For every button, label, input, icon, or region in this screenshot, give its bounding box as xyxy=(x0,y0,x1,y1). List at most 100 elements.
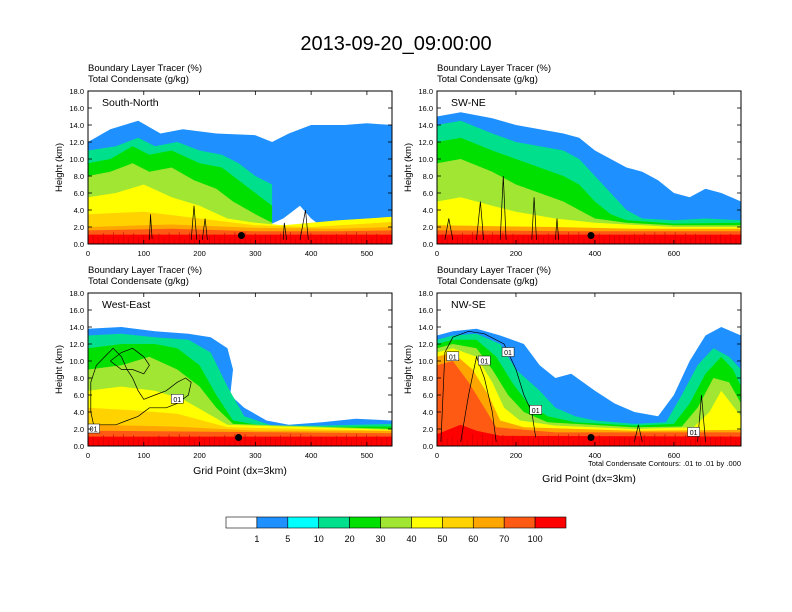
y-tick-label: 10.0 xyxy=(69,155,84,164)
x-axis-label: Grid Point (dx=3km) xyxy=(542,473,636,485)
x-tick-label: 500 xyxy=(361,451,374,460)
condensate-contour xyxy=(149,214,153,240)
y-tick-label: 0.0 xyxy=(423,442,433,451)
panel-sw-ne: Boundary Layer Tracer (%)Total Condensat… xyxy=(403,63,742,258)
location-marker xyxy=(237,232,245,239)
x-tick-label: 0 xyxy=(435,451,439,460)
plot-frame xyxy=(436,292,742,447)
contour-note: Total Condensate Contours: .01 to .01 by… xyxy=(588,459,741,468)
x-tick-label: 0 xyxy=(86,249,90,258)
x-tick-label: 600 xyxy=(668,249,681,258)
y-tick-label: 14.0 xyxy=(418,121,433,130)
panel-name: SW-NE xyxy=(451,97,486,109)
condensate-contour xyxy=(634,424,643,442)
plot-frame xyxy=(436,90,742,245)
y-tick-label: 0.0 xyxy=(74,240,84,249)
y-tick-label: 12.0 xyxy=(418,138,433,147)
y-tick-label: 8.0 xyxy=(423,172,433,181)
y-tick-label: 4.0 xyxy=(74,408,84,417)
panel-subtitle-tracer: Boundary Layer Tracer (%) xyxy=(88,63,202,74)
x-tick-label: 200 xyxy=(510,249,523,258)
x-tick-label: 300 xyxy=(249,249,262,258)
condensate-contour xyxy=(499,175,507,240)
x-tick-label: 100 xyxy=(138,249,151,258)
contour-label: 01 xyxy=(173,397,181,404)
y-tick-label: 10.0 xyxy=(418,155,433,164)
colorbar-swatch xyxy=(472,516,505,529)
panel-name: South-North xyxy=(102,97,159,109)
panel-subtitle-condensate: Total Condensate (g/kg) xyxy=(437,74,538,85)
x-tick-label: 0 xyxy=(86,451,90,460)
condensate-contour xyxy=(697,394,706,442)
colorbar-label: 50 xyxy=(437,534,447,544)
colorbar-swatch xyxy=(225,516,258,529)
y-tick-label: 14.0 xyxy=(418,323,433,332)
y-tick-label: 6.0 xyxy=(74,391,84,400)
x-tick-label: 400 xyxy=(589,451,602,460)
contour-label: 01 xyxy=(690,430,698,437)
colorbar-swatch xyxy=(442,516,474,529)
field-layers xyxy=(437,112,741,244)
panels: Boundary Layer Tracer (%)Total Condensat… xyxy=(54,63,742,485)
condensate-contour xyxy=(299,209,309,240)
panel-subtitle-tracer: Boundary Layer Tracer (%) xyxy=(437,63,551,74)
field-layers xyxy=(88,120,392,244)
colorbar-label: 100 xyxy=(528,534,543,544)
y-axis-label: Height (km) xyxy=(403,345,414,394)
panel-name: NW-SE xyxy=(451,299,486,311)
y-tick-label: 18.0 xyxy=(69,87,84,96)
y-tick-label: 8.0 xyxy=(74,374,84,383)
panel-name: West-East xyxy=(102,299,150,311)
y-axis-label: Height (km) xyxy=(403,143,414,192)
condensate-contour xyxy=(444,218,454,240)
contour-label: 01 xyxy=(532,408,540,415)
y-axis-label: Height (km) xyxy=(54,345,65,394)
y-tick-label: 16.0 xyxy=(69,306,84,315)
y-tick-label: 16.0 xyxy=(418,104,433,113)
contour-label-box xyxy=(529,405,542,415)
y-tick-label: 12.0 xyxy=(69,138,84,147)
colorbar-swatch xyxy=(349,516,381,529)
x-tick-label: 200 xyxy=(510,451,523,460)
y-tick-label: 4.0 xyxy=(423,408,433,417)
contour-label-box xyxy=(88,423,100,434)
colorbar-swatch xyxy=(411,516,443,529)
y-tick-label: 14.0 xyxy=(69,121,84,130)
colorbar-swatch xyxy=(534,516,567,529)
condensate-contour xyxy=(110,347,150,375)
colorbar-swatch xyxy=(318,516,350,529)
contour-label-box xyxy=(446,351,460,361)
y-tick-label: 12.0 xyxy=(418,340,433,349)
panel-south-north: Boundary Layer Tracer (%)Total Condensat… xyxy=(54,63,393,258)
x-tick-label: 200 xyxy=(193,451,206,460)
colorbar-label: 20 xyxy=(345,534,355,544)
condensate-contour xyxy=(476,201,484,240)
y-tick-label: 10.0 xyxy=(69,357,84,366)
y-tick-label: 2.0 xyxy=(74,425,84,434)
panel-nw-se: Boundary Layer Tracer (%) Total Condensat… xyxy=(403,265,742,485)
contour-label: 01 xyxy=(480,359,488,366)
field-layers: 01 01 01 01 01 xyxy=(437,327,741,446)
condensate-contour xyxy=(440,330,537,442)
y-tick-label: 6.0 xyxy=(74,189,84,198)
colorbar-label: 60 xyxy=(468,534,478,544)
y-tick-label: 10.0 xyxy=(418,357,433,366)
y-tick-label: 0.0 xyxy=(74,442,84,451)
x-tick-label: 500 xyxy=(361,249,374,258)
x-tick-label: 400 xyxy=(305,451,318,460)
plot-frame xyxy=(87,292,393,447)
contour-label: 01 xyxy=(449,354,457,361)
colorbar-label: 30 xyxy=(376,534,386,544)
x-tick-label: 400 xyxy=(305,249,318,258)
colorbar-swatch xyxy=(256,516,289,529)
x-tick-label: 200 xyxy=(193,249,206,258)
x-tick-label: 0 xyxy=(435,249,439,258)
plot-frame xyxy=(87,90,393,245)
condensate-contour xyxy=(460,355,497,442)
y-tick-label: 18.0 xyxy=(69,289,84,298)
panel-subtitle-tracer: Boundary Layer Tracer (%) xyxy=(437,265,551,276)
y-tick-label: 2.0 xyxy=(423,425,433,434)
field-layers: 01 01 xyxy=(88,327,392,446)
location-marker xyxy=(587,232,595,239)
